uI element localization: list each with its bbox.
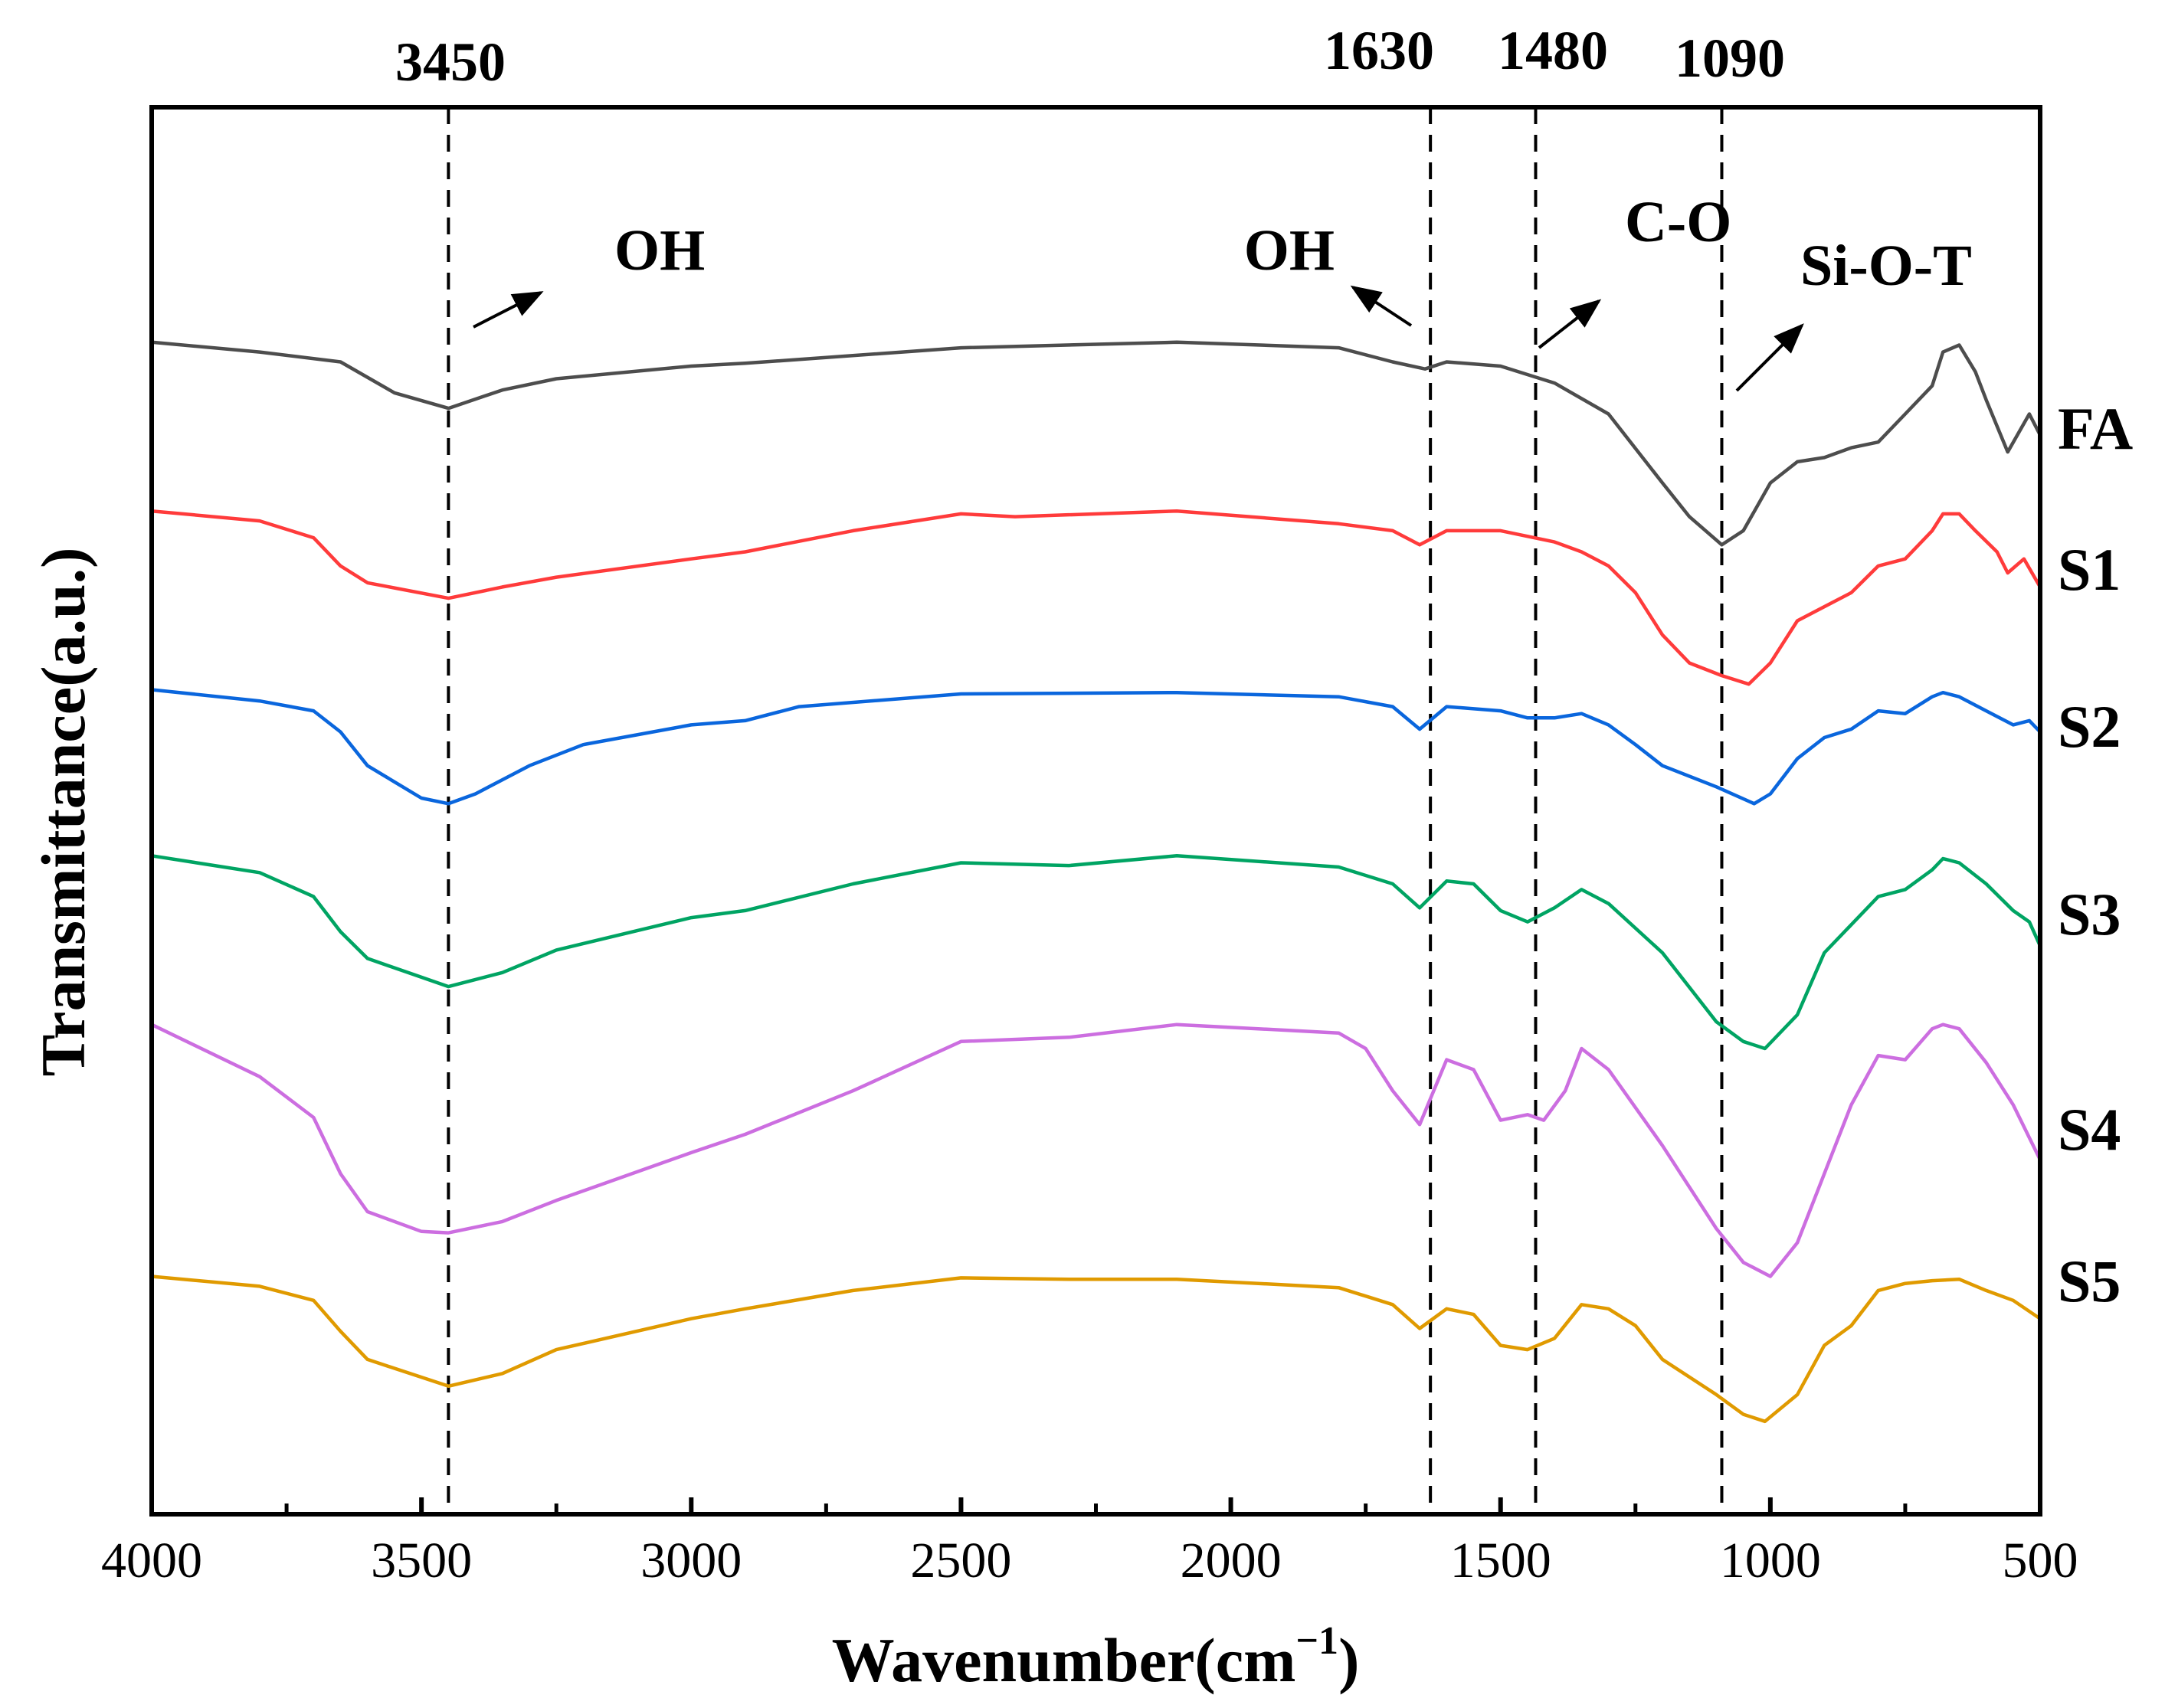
series-line-S1 — [151, 509, 2042, 686]
series-label-S3: S3 — [2058, 881, 2121, 947]
annotation-label: C-O — [1625, 190, 1731, 254]
x-tick-label: 4000 — [101, 1533, 202, 1589]
annotation-arrow-icon — [1735, 323, 1804, 392]
annotation-label: OH — [614, 218, 705, 283]
x-tick-label: 1000 — [1720, 1533, 1821, 1589]
series-group — [151, 340, 2042, 1424]
plot-frame — [149, 105, 2042, 1517]
peak-label-3450: 3450 — [395, 31, 506, 93]
series-label-S1: S1 — [2058, 536, 2121, 603]
x-axis-label-sup: −1 — [1295, 1619, 1338, 1663]
reference-lines — [447, 107, 1724, 1514]
series-line-S3 — [151, 854, 2042, 1051]
series-line-FA — [151, 340, 2042, 547]
annotation-label: OH — [1244, 218, 1335, 283]
x-tick-label: 3000 — [640, 1533, 742, 1589]
annotation-arrow-icon — [1350, 285, 1413, 327]
peak-label-1630: 1630 — [1324, 20, 1434, 81]
series-line-S2 — [151, 688, 2042, 806]
series-line-S4 — [151, 1023, 2042, 1278]
series-label-S2: S2 — [2058, 693, 2121, 760]
y-axis-label: Transmittance(a.u.) — [28, 548, 98, 1077]
annotations: 3450 1630 1480 1090 FA S1 S2 S3 S4 S5 OH OH C-O Si-O-… — [395, 20, 2133, 1314]
x-tick-label: 3500 — [371, 1533, 472, 1589]
series-label-S4: S4 — [2058, 1096, 2121, 1163]
x-axis-label-close: ) — [1338, 1625, 1359, 1695]
peak-label-1480: 1480 — [1498, 20, 1608, 81]
series-label-S5: S5 — [2058, 1248, 2121, 1314]
annotation-arrow-icon — [473, 291, 544, 329]
x-tick-label: 2500 — [910, 1533, 1011, 1589]
annotation-label: Si-O-T — [1800, 234, 1972, 298]
x-axis-label: Wavenumber(cm−1) — [832, 1619, 1360, 1695]
x-axis-label-main: Wavenumber(cm — [832, 1625, 1296, 1695]
x-tick-label: 1500 — [1450, 1533, 1551, 1589]
annotation-arrow-icon — [1538, 299, 1602, 349]
x-tick-label: 2000 — [1181, 1533, 1282, 1589]
axes: 4000 3500 3000 2500 2000 1500 1000 500 — [101, 105, 2078, 1589]
peak-label-1090: 1090 — [1675, 28, 1785, 89]
series-label-FA: FA — [2058, 395, 2133, 462]
series-line-S5 — [151, 1274, 2042, 1424]
x-tick-label: 500 — [2003, 1533, 2078, 1589]
